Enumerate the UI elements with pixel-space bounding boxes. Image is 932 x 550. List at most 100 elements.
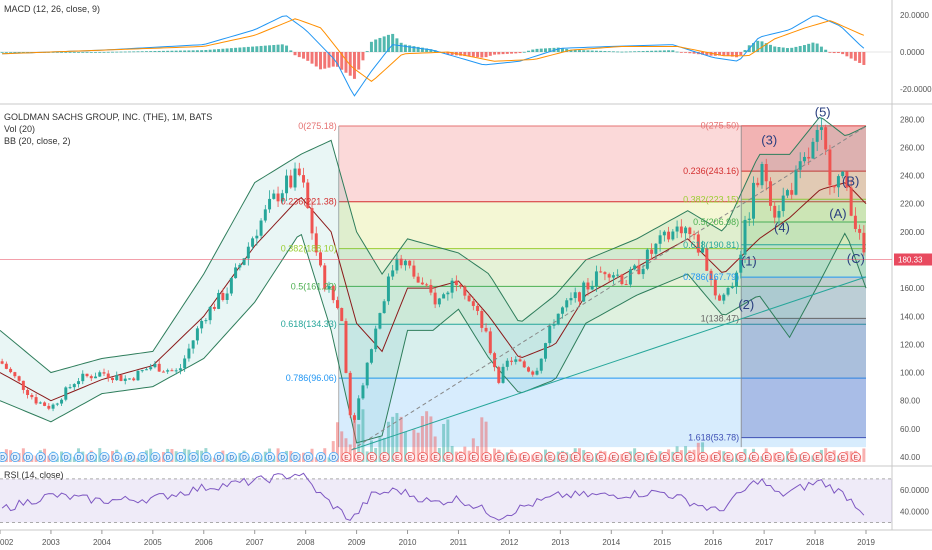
dividend-marker-letter: D xyxy=(102,455,107,462)
macd-histogram-bar xyxy=(603,51,607,52)
volume-bar xyxy=(760,456,764,462)
dividend-marker-letter: D xyxy=(178,455,183,462)
candle-body xyxy=(344,321,348,373)
macd-histogram-bar xyxy=(391,33,395,52)
earnings-marker xyxy=(405,451,416,462)
earnings-marker-letter: E xyxy=(472,455,477,462)
dividend-marker-letter: D xyxy=(89,455,94,462)
volume-bar xyxy=(369,440,373,462)
earnings-marker xyxy=(761,451,772,462)
candle-body xyxy=(476,305,480,311)
earnings-marker xyxy=(647,451,658,462)
candle-body xyxy=(747,218,751,220)
macd-histogram-bar xyxy=(811,42,815,52)
candle-body xyxy=(34,397,38,404)
macd-histogram-bar xyxy=(505,52,509,54)
macd-histogram-bar xyxy=(577,50,581,52)
macd-histogram-bar xyxy=(645,50,649,52)
candle-body xyxy=(327,285,331,290)
earnings-marker-letter: E xyxy=(841,455,846,462)
macd-histogram-bar xyxy=(157,50,161,52)
candle-body xyxy=(484,327,488,332)
candle-body xyxy=(620,274,624,285)
candle-body xyxy=(505,360,509,367)
candle-body xyxy=(369,349,373,363)
candle-body xyxy=(718,295,722,301)
macd-histogram-bar xyxy=(178,50,182,52)
dividend-marker xyxy=(277,451,288,462)
earnings-marker-letter: E xyxy=(752,455,757,462)
dividend-marker xyxy=(112,451,123,462)
volume-bar xyxy=(425,411,429,462)
candle-body xyxy=(582,282,586,302)
macd-histogram-bar xyxy=(450,52,454,55)
dividend-marker-letter: D xyxy=(166,455,171,462)
macd-histogram-bar xyxy=(77,52,81,53)
candle-body xyxy=(845,171,849,188)
earnings-marker xyxy=(506,451,517,462)
candle-body xyxy=(730,286,734,289)
macd-histogram-bar xyxy=(132,51,136,53)
candle-body xyxy=(187,348,191,359)
candle-body xyxy=(688,227,692,235)
candle-body xyxy=(679,226,683,234)
candle-body xyxy=(246,246,250,259)
candle-body xyxy=(144,369,148,371)
dividend-marker-letter: D xyxy=(77,455,82,462)
macd-histogram-bar xyxy=(365,51,369,52)
volume-bar xyxy=(276,448,280,462)
macd-histogram-bar xyxy=(544,48,547,52)
volume-bar xyxy=(420,416,424,462)
candle-body xyxy=(586,282,590,290)
macd-histogram-bar xyxy=(539,48,543,52)
trendlines xyxy=(351,125,867,451)
volume-bar xyxy=(47,455,51,462)
candle-body xyxy=(302,175,306,183)
earnings-marker xyxy=(685,451,696,462)
macd-histogram-bar xyxy=(106,51,110,53)
fib-zone-right xyxy=(741,199,866,223)
last-price-tag: 180.33 xyxy=(894,253,932,266)
macd-histogram-bar xyxy=(306,52,310,61)
candle-body xyxy=(459,285,463,287)
candle-body xyxy=(773,205,777,218)
main-title: GOLDMAN SACHS GROUP, INC. (THE), 1M, BAT… xyxy=(4,112,212,122)
earnings-marker-letter: E xyxy=(459,455,464,462)
x-tick-label: 002 xyxy=(0,538,14,547)
macd-histogram-bar xyxy=(836,52,840,54)
candle-body xyxy=(64,387,68,400)
macd-histogram-bar xyxy=(611,51,615,53)
dividend-marker xyxy=(23,451,34,462)
candle-body xyxy=(819,127,823,130)
macd-histogram-bar xyxy=(382,36,386,52)
candle-body xyxy=(115,375,119,381)
macd-histogram-bar xyxy=(679,52,683,53)
earnings-marker xyxy=(838,451,849,462)
earnings-marker xyxy=(519,451,530,462)
earnings-marker xyxy=(659,451,670,462)
macd-histogram-bar xyxy=(510,52,514,54)
macd-histogram-bar xyxy=(726,52,730,57)
volume-bar xyxy=(72,456,76,462)
dividend-marker xyxy=(163,451,174,462)
candle-body xyxy=(149,367,153,370)
price-tick-label: 60.00 xyxy=(900,425,921,434)
candle-body xyxy=(463,286,467,296)
volume-bar xyxy=(684,446,688,462)
earnings-marker-letter: E xyxy=(548,455,553,462)
earnings-marker xyxy=(748,451,759,462)
candle-body xyxy=(488,331,492,354)
price-tick-label: 260.00 xyxy=(900,143,925,152)
macd-histogram-bar xyxy=(310,52,314,64)
macd-histogram-bar xyxy=(853,52,857,61)
macd-histogram-bar xyxy=(781,47,785,52)
candle-body xyxy=(658,235,662,244)
dividend-marker xyxy=(35,451,46,462)
volume-bar xyxy=(395,413,399,462)
candle-body xyxy=(136,370,140,381)
candle-body xyxy=(607,274,611,278)
macd-histogram-bar xyxy=(238,47,242,52)
candle-body xyxy=(51,404,55,409)
candle-body xyxy=(743,219,747,255)
